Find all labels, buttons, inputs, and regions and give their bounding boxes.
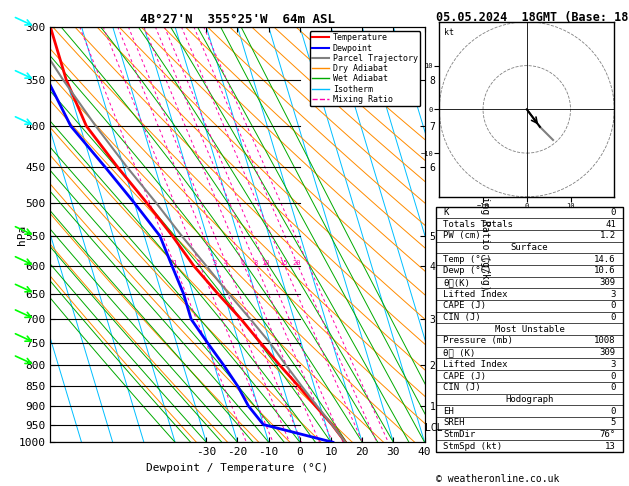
Text: 0: 0 [611, 208, 616, 217]
Text: 0: 0 [611, 371, 616, 381]
Text: 1.2: 1.2 [599, 231, 616, 240]
Text: SREH: SREH [443, 418, 465, 427]
Text: PW (cm): PW (cm) [443, 231, 481, 240]
Text: 13: 13 [605, 442, 616, 451]
Text: 2: 2 [197, 260, 201, 266]
Text: StmSpd (kt): StmSpd (kt) [443, 442, 503, 451]
Text: 10.6: 10.6 [594, 266, 616, 276]
Text: θᴁ (K): θᴁ (K) [443, 348, 476, 357]
Text: Pressure (mb): Pressure (mb) [443, 336, 513, 346]
Text: 3: 3 [213, 260, 217, 266]
Text: 0: 0 [611, 313, 616, 322]
Text: 4: 4 [224, 260, 228, 266]
Text: 76°: 76° [599, 430, 616, 439]
Text: 10: 10 [261, 260, 269, 266]
Title: 4B°27'N  355°25'W  64m ASL: 4B°27'N 355°25'W 64m ASL [140, 13, 335, 26]
Text: 15: 15 [279, 260, 287, 266]
Text: Temp (°C): Temp (°C) [443, 255, 492, 263]
Text: θᴁ(K): θᴁ(K) [443, 278, 470, 287]
Text: © weatheronline.co.uk: © weatheronline.co.uk [436, 473, 559, 484]
Text: 14.6: 14.6 [594, 255, 616, 263]
Text: Most Unstable: Most Unstable [494, 325, 565, 334]
Text: LCL: LCL [425, 423, 443, 433]
Text: Lifted Index: Lifted Index [443, 360, 508, 369]
Text: 20: 20 [292, 260, 301, 266]
Text: 5: 5 [611, 418, 616, 427]
Text: CAPE (J): CAPE (J) [443, 301, 486, 311]
Text: 1: 1 [172, 260, 176, 266]
Text: Totals Totals: Totals Totals [443, 220, 513, 228]
Text: 1008: 1008 [594, 336, 616, 346]
Text: hPa: hPa [17, 225, 27, 244]
Text: 3: 3 [611, 290, 616, 299]
Text: Hodograph: Hodograph [506, 395, 554, 404]
Text: 309: 309 [599, 348, 616, 357]
Text: Dewp (°C): Dewp (°C) [443, 266, 492, 276]
Text: CIN (J): CIN (J) [443, 313, 481, 322]
Text: Surface: Surface [511, 243, 548, 252]
Text: Lifted Index: Lifted Index [443, 290, 508, 299]
Text: 0: 0 [611, 301, 616, 311]
Text: 0: 0 [611, 407, 616, 416]
X-axis label: Dewpoint / Temperature (°C): Dewpoint / Temperature (°C) [147, 463, 328, 473]
Text: kt: kt [443, 28, 454, 37]
Text: CIN (J): CIN (J) [443, 383, 481, 392]
Text: K: K [443, 208, 448, 217]
Text: 0: 0 [611, 383, 616, 392]
Text: 05.05.2024  18GMT (Base: 18): 05.05.2024 18GMT (Base: 18) [436, 11, 629, 24]
Text: 6: 6 [241, 260, 245, 266]
Text: 309: 309 [599, 278, 616, 287]
Legend: Temperature, Dewpoint, Parcel Trajectory, Dry Adiabat, Wet Adiabat, Isotherm, Mi: Temperature, Dewpoint, Parcel Trajectory… [309, 31, 420, 106]
Text: 41: 41 [605, 220, 616, 228]
Text: 8: 8 [253, 260, 257, 266]
Text: 3: 3 [611, 360, 616, 369]
Y-axis label: Mixing Ratio (g/kg): Mixing Ratio (g/kg) [480, 179, 490, 290]
Text: StmDir: StmDir [443, 430, 476, 439]
Text: EH: EH [443, 407, 454, 416]
Text: CAPE (J): CAPE (J) [443, 371, 486, 381]
